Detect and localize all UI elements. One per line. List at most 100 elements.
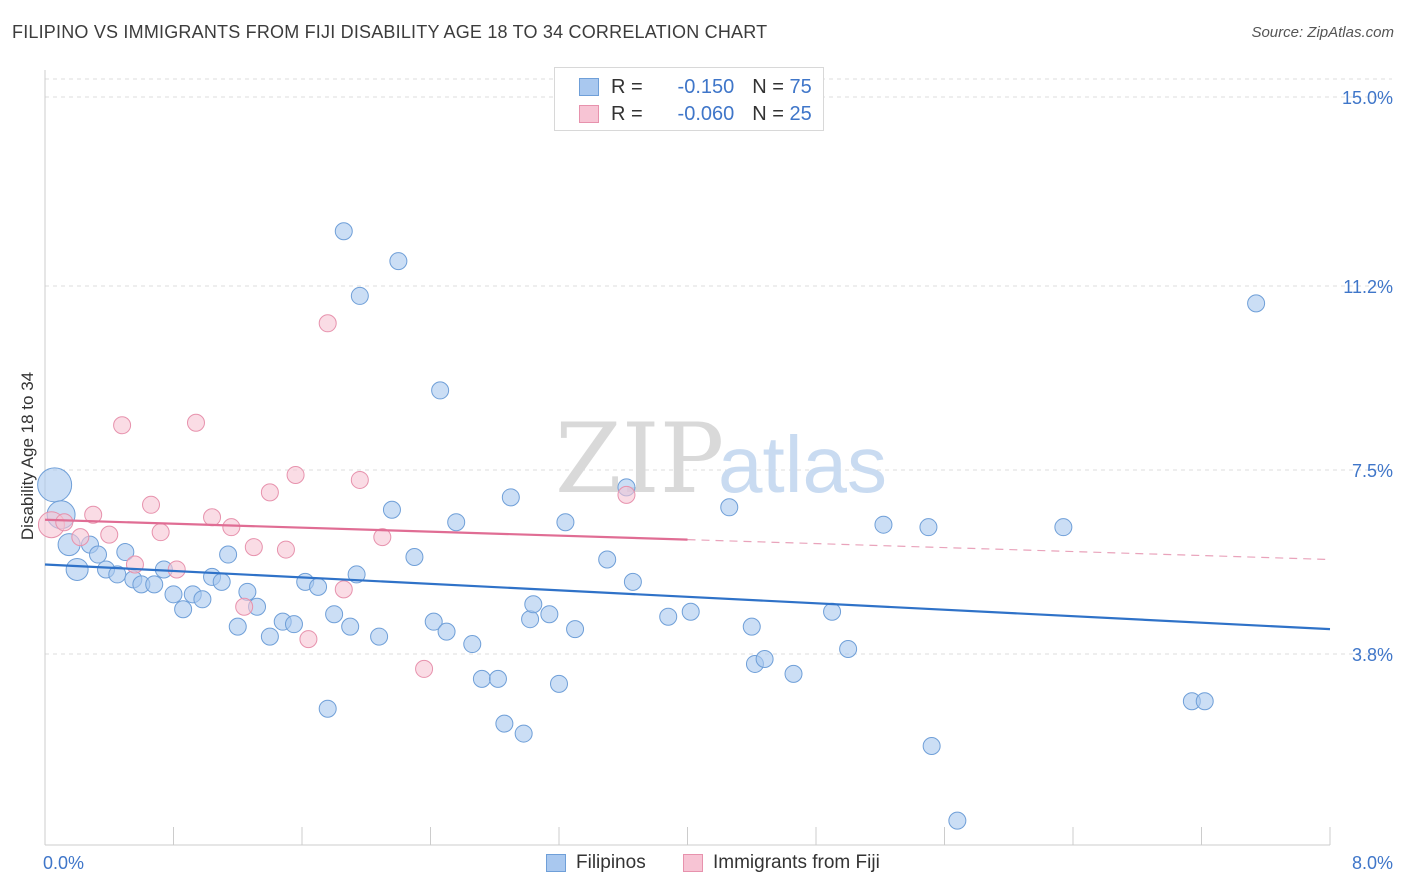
legend-item-filipinos: Filipinos [546, 852, 646, 874]
point-filipinos [540, 605, 559, 624]
point-filipinos [784, 664, 803, 683]
point-filipinos [318, 699, 337, 718]
point-fiji [318, 314, 337, 333]
point-filipinos [108, 565, 127, 584]
point-filipinos [659, 607, 678, 626]
point-filipinos [325, 605, 344, 624]
watermark-zip: ZIP [555, 403, 724, 515]
point-filipinos [742, 617, 761, 636]
point-filipinos [839, 640, 858, 659]
point-filipinos [389, 252, 408, 271]
point-filipinos [382, 500, 401, 519]
point-fiji [244, 538, 263, 557]
point-filipinos [145, 575, 164, 594]
point-filipinos [238, 582, 257, 601]
stats-legend: R = -0.150 N = 75 R = -0.060 N = 25 [554, 67, 824, 131]
point-filipinos [874, 515, 893, 534]
legend-swatch-fiji [683, 854, 703, 872]
trend-line-fiji-extension [687, 539, 1331, 561]
point-fiji [167, 560, 186, 579]
point-filipinos [65, 557, 89, 581]
trend-lines [44, 518, 1331, 631]
point-fiji [617, 485, 636, 504]
point-filipinos [424, 612, 443, 631]
point-filipinos [447, 513, 466, 532]
point-filipinos [228, 617, 247, 636]
point-fiji [286, 465, 305, 484]
y-tick-label: 11.2% [1343, 277, 1393, 297]
point-filipinos [566, 620, 585, 639]
point-fiji [260, 483, 279, 502]
point-fiji [415, 659, 434, 678]
legend-swatch-filipinos [546, 854, 566, 872]
point-filipinos [948, 811, 967, 830]
point-fiji [276, 540, 295, 559]
point-fiji [222, 518, 241, 537]
point-filipinos [309, 577, 328, 596]
legend-n-value: 75 [789, 75, 812, 98]
point-filipinos [623, 572, 642, 591]
point-fiji [373, 528, 392, 547]
point-filipinos [681, 602, 700, 621]
point-filipinos [437, 622, 456, 641]
point-filipinos [164, 585, 183, 604]
point-filipinos [174, 600, 193, 619]
legend-r-label: R = [611, 102, 643, 125]
trend-line-fiji [44, 518, 688, 541]
point-fiji [125, 555, 144, 574]
y-tick-labels: 3.8% 7.5% 11.2% 15.0% [1342, 88, 1393, 665]
x-tick-labels: 0.0% 8.0% [43, 853, 1393, 873]
legend-n-label: N = [752, 75, 784, 98]
x-tick-label: 8.0% [1352, 853, 1393, 873]
point-filipinos [341, 617, 360, 636]
legend-label-filipinos: Filipinos [576, 852, 646, 873]
watermark: ZIP atlas [555, 403, 887, 515]
point-filipinos [219, 545, 238, 564]
point-filipinos [193, 590, 212, 609]
point-filipinos [524, 595, 543, 614]
point-filipinos [212, 572, 231, 591]
legend-r-value: -0.150 [677, 75, 735, 98]
x-tick-label: 0.0% [43, 853, 84, 873]
source-label: Source: ZipAtlas.com [1251, 24, 1394, 41]
point-filipinos [556, 513, 575, 532]
legend-swatch-fiji [579, 105, 599, 123]
point-filipinos [89, 545, 108, 564]
point-filipinos [922, 737, 941, 756]
point-fiji [151, 523, 170, 542]
legend-n-label: N = [752, 102, 784, 125]
legend-item-fiji: Immigrants from Fiji [683, 852, 880, 874]
point-filipinos [463, 635, 482, 654]
axes [44, 70, 1331, 846]
point-fiji [235, 597, 254, 616]
point-filipinos [521, 610, 540, 629]
legend-label-fiji: Immigrants from Fiji [713, 852, 880, 873]
point-filipinos [495, 714, 514, 733]
point-filipinos [598, 550, 617, 569]
legend-n-value: 25 [789, 102, 812, 125]
point-filipinos [472, 669, 491, 688]
point-filipinos [919, 518, 938, 537]
point-fiji [84, 505, 103, 524]
point-fiji [334, 580, 353, 599]
point-fiji [299, 630, 318, 649]
point-filipinos [284, 615, 303, 634]
legend-swatch-filipinos [579, 78, 599, 96]
point-filipinos [1054, 518, 1073, 537]
legend-row-filipinos: R = -0.150 N = 75 [579, 74, 812, 100]
y-axis-label: Disability Age 18 to 34 [18, 372, 37, 540]
point-filipinos [260, 627, 279, 646]
point-filipinos [431, 381, 450, 400]
point-filipinos [334, 222, 353, 241]
legend-row-fiji: R = -0.060 N = 25 [579, 101, 812, 127]
legend-r-label: R = [611, 75, 643, 98]
point-filipinos [720, 498, 739, 517]
point-filipinos [37, 467, 73, 503]
point-filipinos [755, 649, 774, 668]
point-fiji [350, 470, 369, 489]
point-filipinos [514, 724, 533, 743]
point-fiji [203, 508, 222, 527]
grid-lines [45, 78, 1392, 655]
trend-line-filipinos [44, 563, 1331, 631]
